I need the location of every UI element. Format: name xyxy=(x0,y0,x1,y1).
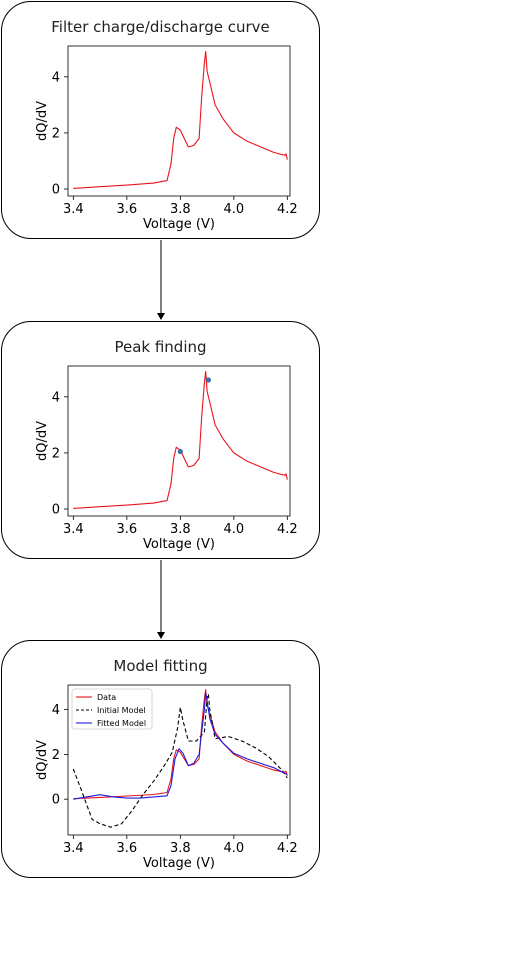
y-axis-label: dQ/dV xyxy=(35,421,50,461)
panel-filter: Filter charge/discharge curve 3.4 3.6 3.8 4… xyxy=(1,1,320,239)
plot-frame xyxy=(67,365,291,517)
x-axis-label: Voltage (V) xyxy=(143,537,215,552)
x-tick-label: 3.6 xyxy=(116,841,137,856)
x-tick-label: 4.2 xyxy=(277,522,298,537)
y-axis-label: dQ/dV xyxy=(35,101,50,141)
y-tick-label: 0 xyxy=(52,793,60,808)
legend-label: Data xyxy=(97,693,116,702)
panel-model-fitting: Model fitting 3.4 3.6 3.8 4.0 4.2 0 2 4 Voltage … xyxy=(1,640,320,878)
y-axis-label: dQ/dV xyxy=(35,740,50,780)
panel-title: Filter charge/discharge curve xyxy=(51,18,270,36)
chart-model-fitting: 3.4 3.6 3.8 4.0 4.2 0 2 4 Voltage (V) dQ/dV Data In… xyxy=(35,684,298,871)
panel-title: Model fitting xyxy=(113,657,208,675)
panel-peak-finding: Peak finding 3.4 3.6 3.8 4.0 4.2 0 2 4 Voltage (… xyxy=(1,321,320,559)
chart-filtered-curve: 3.4 3.6 3.8 4.0 4.2 0 2 4 Voltage (V) dQ/dV xyxy=(35,45,298,232)
x-tick-label: 3.4 xyxy=(63,202,84,217)
x-tick-label: 3.8 xyxy=(170,841,191,856)
arrowhead-2 xyxy=(157,632,165,639)
x-tick-label: 3.4 xyxy=(63,841,84,856)
y-tick-label: 4 xyxy=(52,390,60,405)
x-tick-label: 3.8 xyxy=(170,522,191,537)
peak-marker xyxy=(205,377,212,383)
x-tick-label: 3.6 xyxy=(116,202,137,217)
x-axis-label: Voltage (V) xyxy=(143,856,215,871)
y-tick-label: 0 xyxy=(52,182,60,197)
legend-label: Fitted Model xyxy=(97,719,146,728)
x-tick-label: 3.8 xyxy=(170,202,191,217)
x-tick-label: 4.0 xyxy=(223,841,244,856)
initial-model-series-line xyxy=(72,693,288,828)
y-tick-label: 4 xyxy=(52,70,60,85)
data-series-line xyxy=(73,51,288,189)
x-tick-label: 4.2 xyxy=(277,202,298,217)
plot-frame xyxy=(67,684,291,836)
x-tick-label: 4.0 xyxy=(223,202,244,217)
y-tick-label: 2 xyxy=(52,446,60,461)
plot-frame xyxy=(67,45,291,197)
chart-peak-finding: 3.4 3.6 3.8 4.0 4.2 0 2 4 Voltage (V) dQ/dV xyxy=(35,365,298,552)
peak-marker xyxy=(177,448,183,455)
x-tick-label: 3.4 xyxy=(63,522,84,537)
data-series-line xyxy=(73,371,288,509)
data-series-line xyxy=(73,688,288,800)
panel-title: Peak finding xyxy=(114,338,207,356)
arrowhead-1 xyxy=(157,313,165,320)
y-tick-label: 4 xyxy=(52,703,60,718)
y-tick-label: 2 xyxy=(52,748,60,763)
legend-box xyxy=(71,688,153,730)
x-tick-label: 3.6 xyxy=(116,522,137,537)
x-axis-label: Voltage (V) xyxy=(143,217,215,232)
fitted-model-series-line xyxy=(73,692,288,800)
x-tick-label: 4.2 xyxy=(277,841,298,856)
x-tick-label: 4.0 xyxy=(223,522,244,537)
y-tick-label: 0 xyxy=(52,502,60,517)
y-tick-label: 2 xyxy=(52,126,60,141)
legend-label: Initial Model xyxy=(97,706,146,715)
